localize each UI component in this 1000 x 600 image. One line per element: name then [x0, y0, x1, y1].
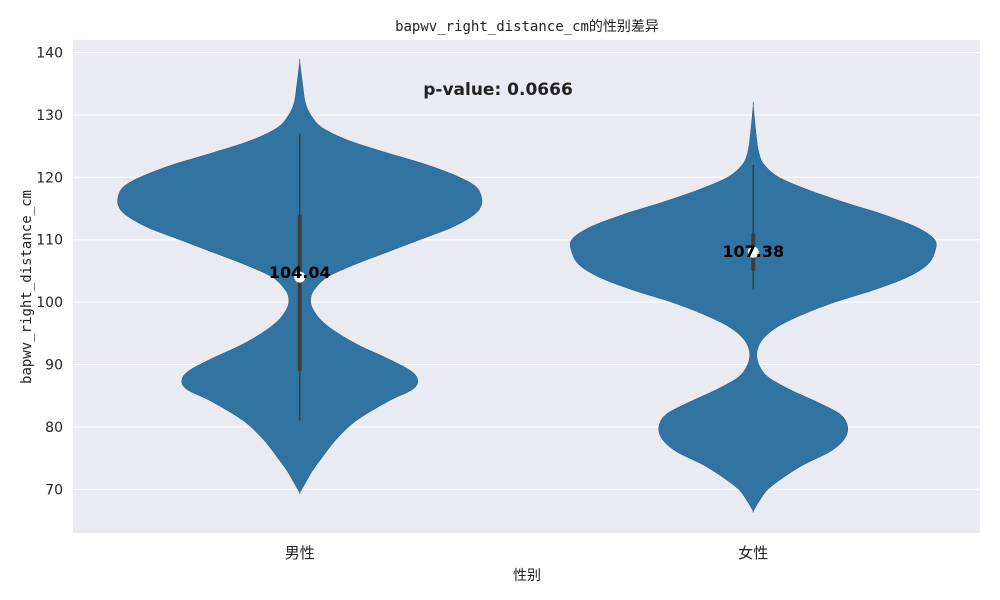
y-tick-label: 120 [36, 170, 63, 186]
x-tick-label: 男性 [285, 544, 315, 562]
y-tick-label: 100 [36, 295, 63, 311]
y-axis-label: bapwv_right_distance_cm [19, 190, 35, 384]
y-tick-label: 110 [36, 233, 63, 249]
violin-median-marker [747, 246, 759, 258]
violin-median-marker [294, 271, 306, 283]
y-tick-label: 70 [45, 482, 63, 498]
chart-title: bapwv_right_distance_cm的性别差异 [395, 19, 659, 35]
y-tick-label: 80 [45, 420, 63, 436]
y-tick-label: 140 [36, 45, 63, 61]
violins: 104.04 107.38 [117, 58, 937, 513]
x-axis-ticks: 男性 女性 [285, 544, 769, 562]
mean-value-label: 104.04 [269, 263, 331, 282]
mean-value-label: 107.38 [722, 242, 784, 261]
p-value-annotation: p-value: 0.0666 [423, 80, 573, 100]
y-tick-label: 90 [45, 358, 63, 374]
y-tick-label: 130 [36, 108, 63, 124]
violin-body [569, 101, 937, 513]
y-axis-ticks: 70 80 90 100 110 120 130 140 [36, 45, 63, 498]
x-tick-label: 女性 [738, 544, 768, 562]
x-axis-label: 性别 [513, 568, 541, 584]
